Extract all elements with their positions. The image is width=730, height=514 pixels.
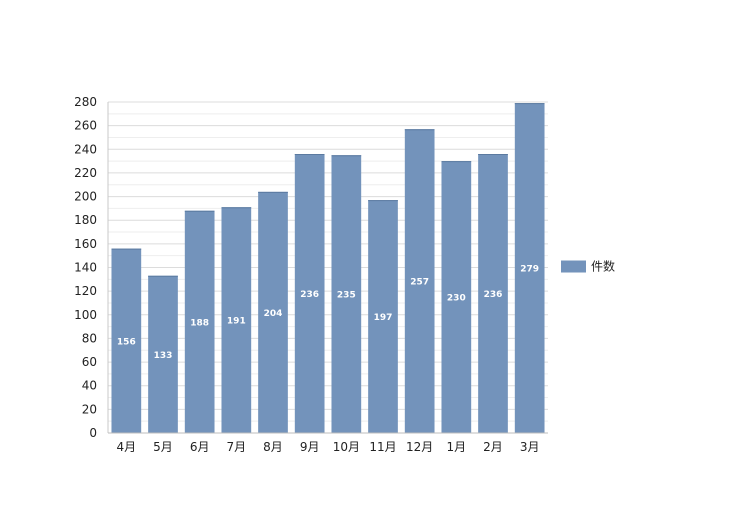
x-tick-label: 4月	[117, 440, 137, 454]
data-label: 197	[374, 313, 393, 323]
bars: 156 133 188 191 204 236 235 197 257 230 236 279	[111, 103, 545, 434]
x-tick-label: 3月	[520, 440, 540, 454]
bar	[148, 275, 178, 433]
y-tick-label: 120	[74, 284, 97, 298]
data-label: 133	[154, 351, 173, 361]
y-tick-label: 280	[74, 95, 97, 109]
y-tick-label: 60	[82, 355, 97, 369]
bar	[111, 248, 142, 433]
bar	[331, 155, 362, 434]
bar	[184, 210, 215, 433]
bar	[368, 200, 398, 433]
y-tick-label: 240	[74, 142, 97, 156]
data-label: 188	[190, 318, 209, 328]
y-tick-label: 100	[74, 308, 97, 322]
x-tick-label: 10月	[333, 440, 360, 454]
data-label: 191	[227, 317, 246, 327]
axes: 0 20 40 60 80 100 120 140 160 180 200 220 240 260 280 4…	[74, 95, 548, 454]
y-tick-label: 200	[74, 190, 97, 204]
data-label: 230	[447, 294, 466, 304]
y-tick-label: 260	[74, 119, 97, 133]
bar	[294, 154, 325, 433]
y-tick-label: 40	[82, 379, 97, 393]
data-label: 236	[484, 290, 503, 300]
x-tick-label: 2月	[483, 440, 503, 454]
bar	[404, 129, 435, 434]
x-tick-label: 11月	[369, 440, 396, 454]
data-label: 279	[520, 265, 539, 275]
legend-swatch	[561, 260, 586, 273]
data-label: 204	[264, 309, 283, 319]
bar	[478, 154, 508, 433]
data-label: 235	[337, 291, 356, 301]
x-tick-label: 8月	[263, 440, 283, 454]
y-tick-label: 160	[74, 237, 97, 251]
x-tick-label: 12月	[406, 440, 433, 454]
legend-label: 件数	[591, 259, 615, 274]
grid-lines	[108, 101, 548, 422]
y-tick-label: 140	[74, 261, 97, 275]
y-tick-label: 20	[82, 402, 97, 416]
data-label: 156	[117, 337, 136, 347]
bar	[441, 161, 472, 433]
y-tick-label: 220	[74, 166, 97, 180]
bar	[221, 207, 252, 433]
data-label: 257	[410, 278, 429, 288]
x-tick-label: 6月	[190, 440, 210, 454]
bar	[258, 191, 288, 433]
x-tick-label: 5月	[153, 440, 173, 454]
y-tick-label: 80	[82, 331, 97, 345]
legend: 件数	[561, 259, 615, 274]
y-tick-label: 0	[89, 426, 97, 440]
y-tick-label: 180	[74, 213, 97, 227]
data-label: 236	[300, 290, 319, 300]
x-tick-label: 7月	[227, 440, 247, 454]
x-tick-label: 9月	[300, 440, 320, 454]
bar	[514, 103, 545, 434]
x-tick-label: 1月	[447, 440, 467, 454]
